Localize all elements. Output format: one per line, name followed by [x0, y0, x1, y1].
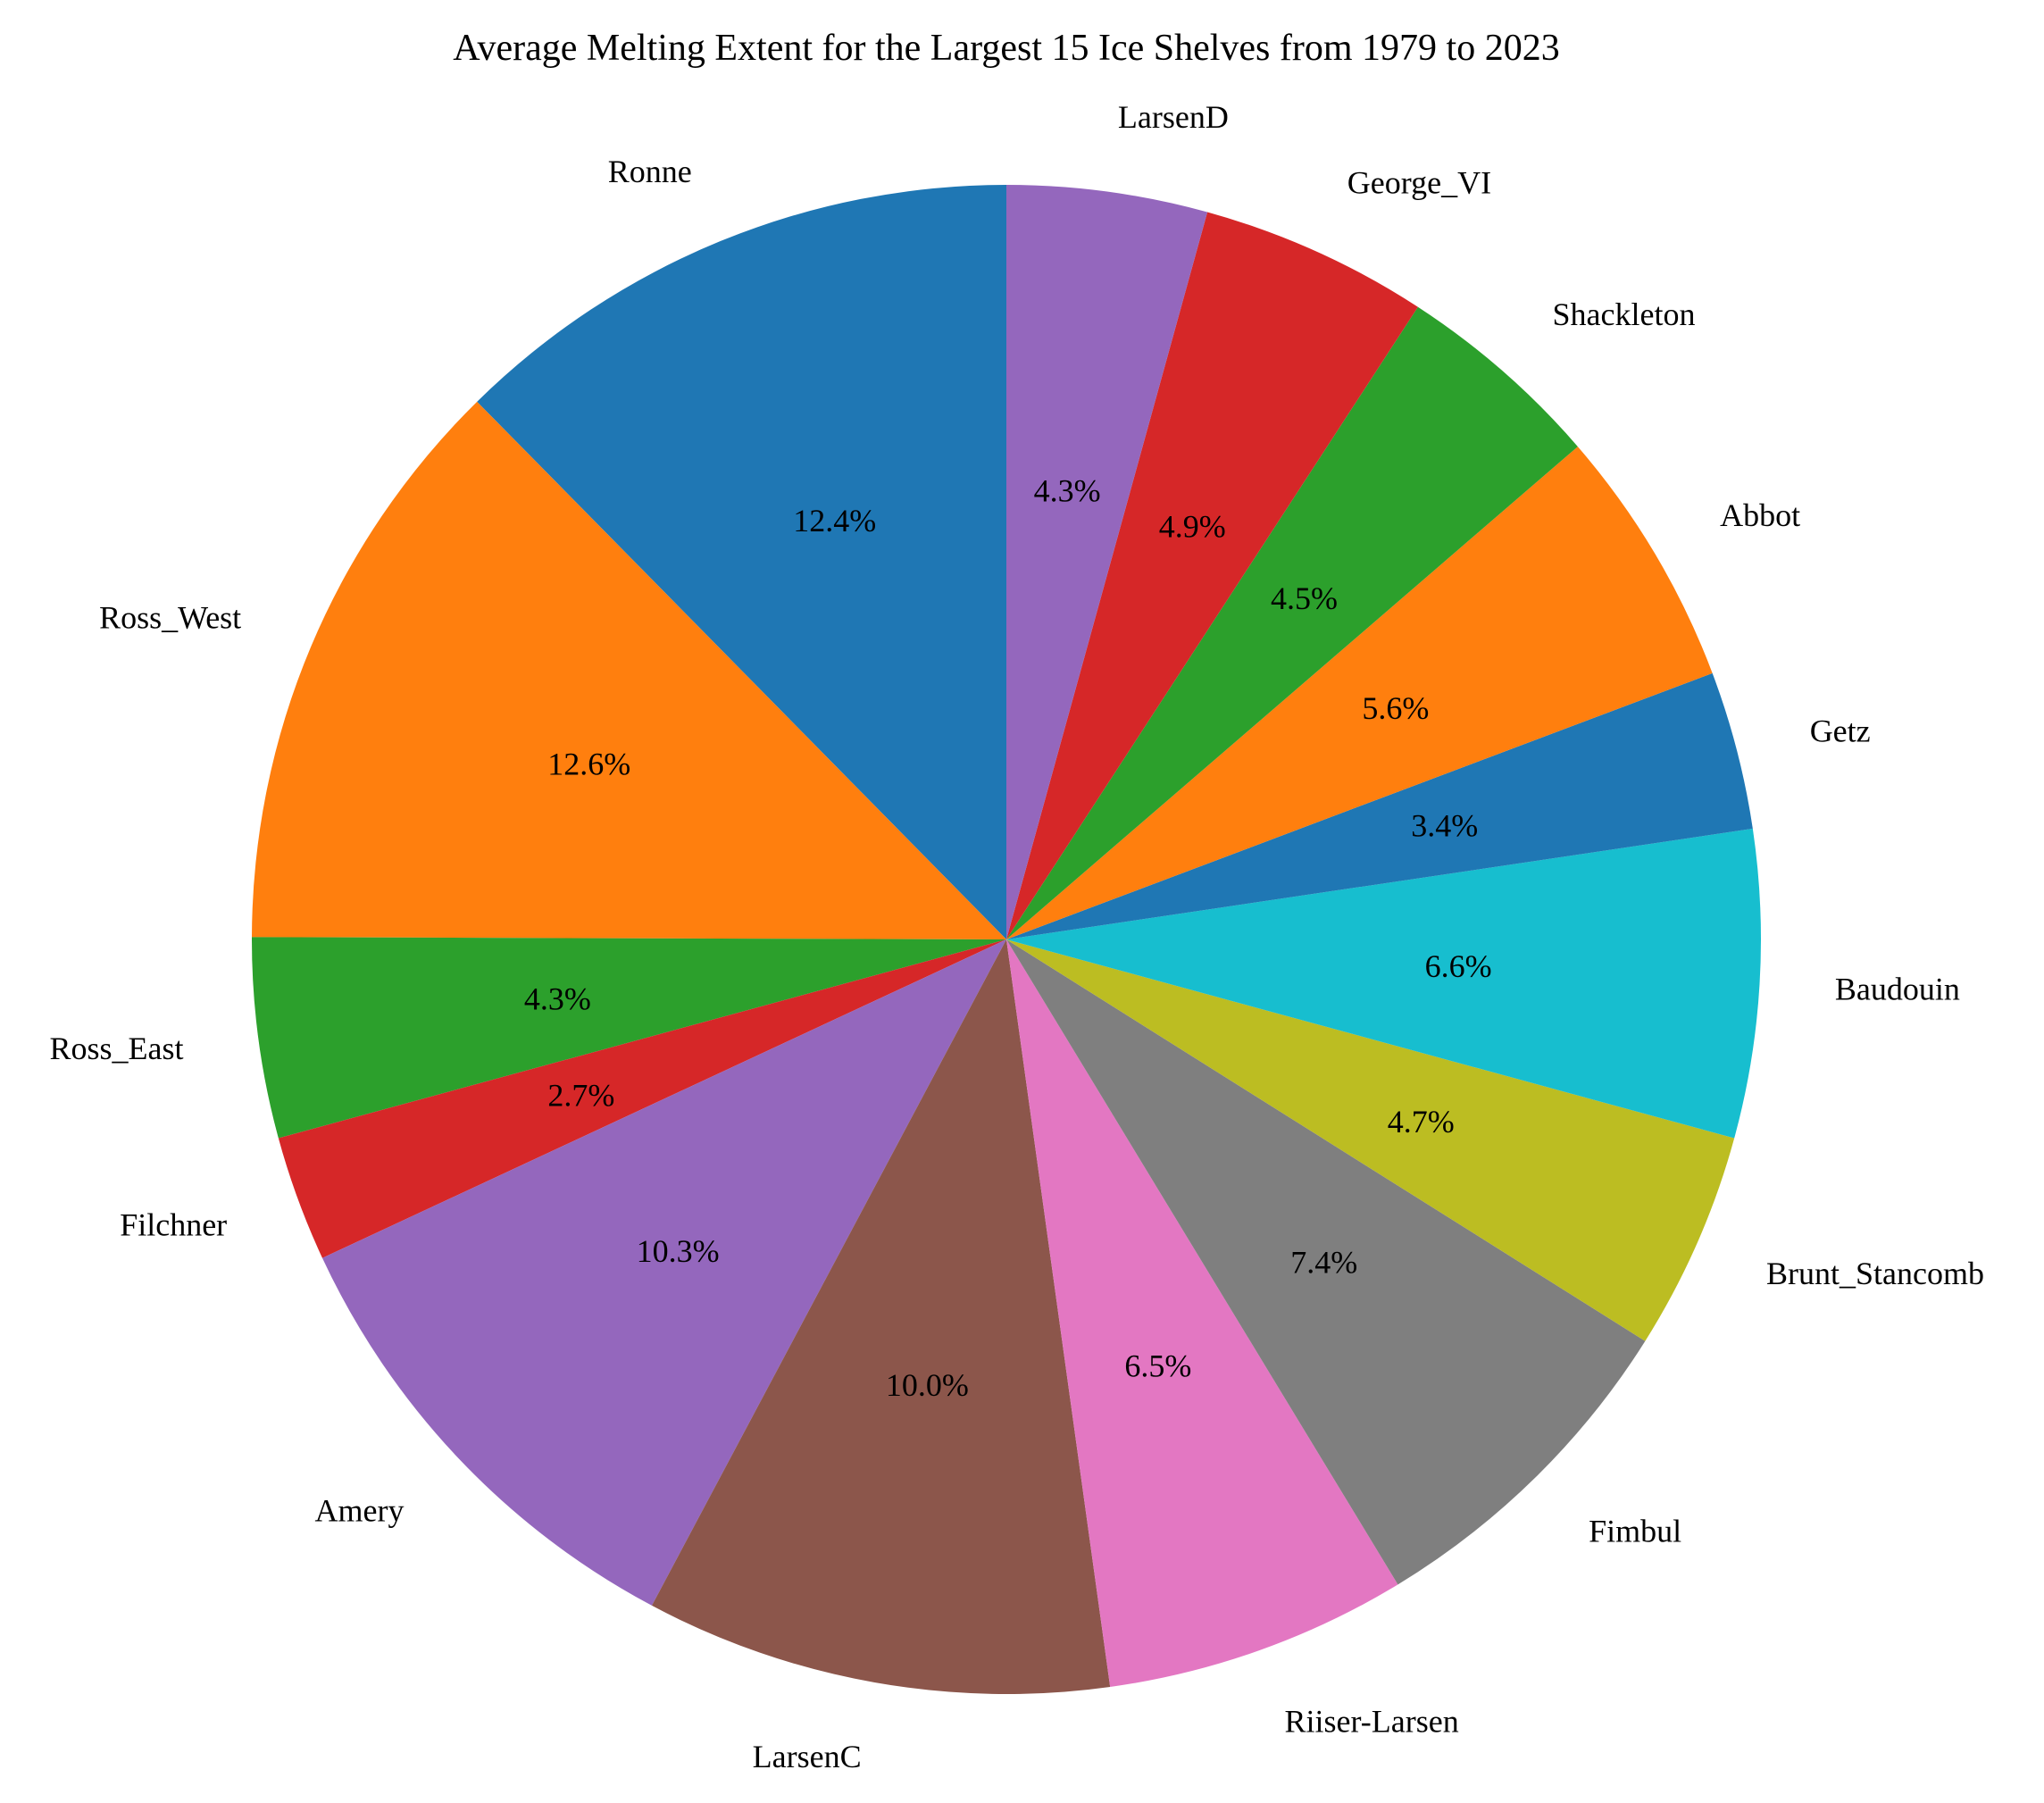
percent-label: 12.4%: [793, 503, 876, 538]
pie-slice-brunt-stancomb: [1006, 939, 1735, 1341]
percent-label: 4.5%: [1271, 580, 1338, 616]
category-label: Baudouin: [1835, 971, 1960, 1006]
percent-label: 5.6%: [1362, 690, 1429, 726]
pie-slice-shackleton: [1006, 306, 1578, 939]
category-label: Ross_East: [49, 1031, 183, 1066]
category-label: LarsenD: [1118, 99, 1229, 135]
category-label: Brunt_Stancomb: [1766, 1256, 1984, 1291]
pie-slice-fimbul: [1006, 939, 1646, 1585]
percent-label: 10.0%: [886, 1367, 969, 1403]
category-label: Abbot: [1720, 497, 1800, 533]
percent-label: 6.5%: [1124, 1348, 1191, 1384]
pie-slice-ronne: [477, 185, 1006, 939]
category-labels: Ronne Ross_West Ross_East Filchner Amery Lars…: [49, 99, 1984, 1774]
percent-label: 4.9%: [1159, 509, 1226, 545]
category-label: Ronne: [608, 154, 692, 189]
category-label: Amery: [315, 1493, 405, 1529]
category-label: Filchner: [120, 1207, 227, 1243]
percent-label: 3.4%: [1411, 808, 1478, 844]
pie-slice-ross-west: [252, 401, 1006, 940]
category-label: George_VI: [1347, 165, 1491, 201]
pie-slice-riiser-larsen: [1006, 939, 1398, 1687]
percent-label: 7.4%: [1290, 1244, 1357, 1280]
pie-slice-amery: [321, 939, 1007, 1606]
percent-label: 10.3%: [637, 1233, 720, 1269]
pie-slice-baudouin: [1006, 828, 1761, 1139]
category-label: Getz: [1810, 714, 1871, 749]
pie-slice-getz: [1006, 672, 1753, 939]
percent-label: 4.3%: [1034, 473, 1101, 509]
percent-label: 12.6%: [547, 746, 630, 781]
pie-slice-filchner: [278, 939, 1007, 1258]
pie-slice-larsenc: [651, 939, 1111, 1694]
pie-slice-larsend: [1006, 185, 1208, 939]
percent-label: 4.7%: [1388, 1104, 1455, 1139]
chart-title: Average Melting Extent for the Largest 1…: [453, 28, 1559, 69]
percent-label: 2.7%: [547, 1077, 614, 1113]
pie-slice-abbot: [1006, 447, 1713, 940]
pie-slices: [251, 185, 1761, 1694]
percent-label: 6.6%: [1425, 948, 1492, 984]
percent-labels: 12.4% 12.6% 4.3% 2.7% 10.3% 10.0% 6.5% 7.4% 4.7%…: [524, 473, 1492, 1404]
category-label: LarsenC: [753, 1739, 862, 1774]
pie-slice-george-vi: [1006, 212, 1418, 939]
category-label: Riiser-Larsen: [1285, 1704, 1459, 1740]
category-label: Ross_West: [99, 600, 241, 636]
category-label: Shackleton: [1553, 296, 1696, 332]
category-label: Fimbul: [1589, 1513, 1681, 1548]
pie-slice-ross-east: [251, 937, 1007, 1139]
percent-label: 4.3%: [524, 981, 591, 1017]
